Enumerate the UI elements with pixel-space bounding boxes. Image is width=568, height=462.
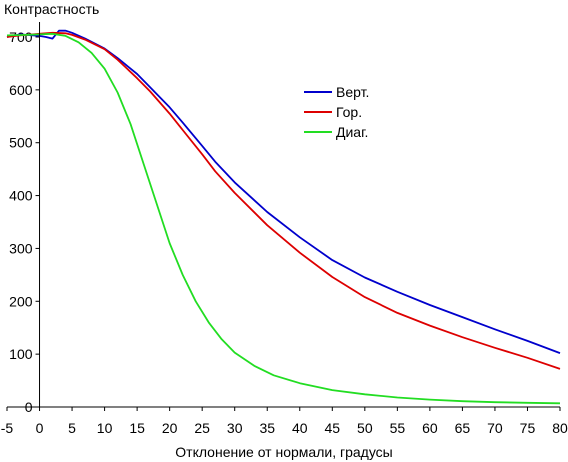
x-tick-label: 45 xyxy=(325,420,341,436)
y-tick-label: 300 xyxy=(9,240,33,256)
x-tick-label: 40 xyxy=(292,420,308,436)
series-line-2 xyxy=(6,31,561,370)
x-tick-label: 60 xyxy=(422,420,438,436)
legend-label-2: Гор. xyxy=(336,104,362,120)
series-layer xyxy=(6,29,561,405)
series-line-3 xyxy=(6,32,561,405)
legend-label-1: Верт. xyxy=(336,84,369,100)
series-line-1 xyxy=(6,29,561,354)
x-tick-label: 30 xyxy=(227,420,243,436)
x-tick-label: 50 xyxy=(357,420,373,436)
y-tick-label: 600 xyxy=(9,82,33,98)
x-tick-label: 25 xyxy=(194,420,210,436)
legend: Верт. Гор. Диаг. xyxy=(304,84,369,140)
y-tick-label: 200 xyxy=(9,293,33,309)
x-tick-label: 0 xyxy=(36,420,44,436)
x-tick-label: 70 xyxy=(487,420,503,436)
x-tick-label: 80 xyxy=(552,420,568,436)
x-tick-label: 75 xyxy=(520,420,536,436)
x-tick-label: -5 xyxy=(1,420,14,436)
x-tick-label: 35 xyxy=(259,420,275,436)
x-tick-label: 5 xyxy=(68,420,76,436)
x-axis-ticks: -5 0 5 10 15 20 25 30 35 40 45 50 55 60 65 70 75 80 xyxy=(1,407,568,436)
y-tick-label: 100 xyxy=(9,346,33,362)
x-tick-label: 65 xyxy=(455,420,471,436)
x-tick-label: 15 xyxy=(129,420,145,436)
y-tick-label: 700 xyxy=(9,29,33,45)
y-axis-label: Контрастность xyxy=(4,1,99,17)
x-tick-label: 20 xyxy=(162,420,178,436)
x-tick-label: 10 xyxy=(97,420,113,436)
legend-label-3: Диаг. xyxy=(336,124,368,140)
y-tick-label: 400 xyxy=(9,188,33,204)
x-tick-label: 55 xyxy=(390,420,406,436)
y-tick-label: 500 xyxy=(9,135,33,151)
x-axis-label: Отклонение от нормали, градусы xyxy=(175,444,392,460)
